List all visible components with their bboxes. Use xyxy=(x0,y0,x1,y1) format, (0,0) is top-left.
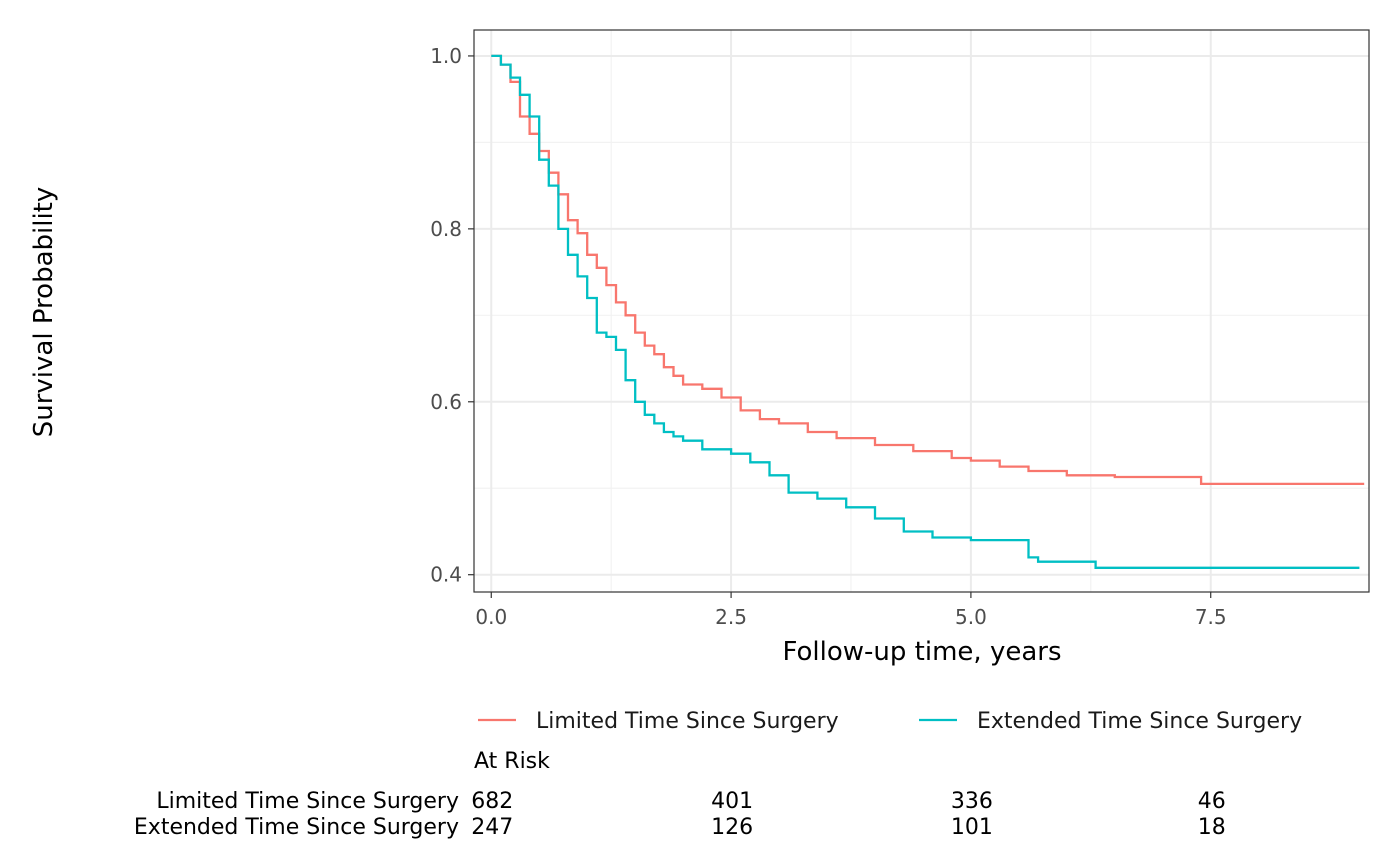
at-risk-count: 101 xyxy=(951,815,993,840)
at-risk-count: 18 xyxy=(1198,815,1226,840)
legend-label-2: Extended Time Since Surgery xyxy=(977,709,1302,734)
axes: 0.4 0.6 0.8 1.0 0.0 2.5 5.0 7.5 xyxy=(430,44,1226,629)
at-risk-count: 126 xyxy=(711,815,753,840)
series-line-2 xyxy=(491,54,1360,569)
x-tick-label: 0.0 xyxy=(475,605,507,629)
legend-label-1: Limited Time Since Surgery xyxy=(536,709,839,734)
at-risk-title: At Risk xyxy=(474,749,550,774)
y-tick-label: 0.8 xyxy=(430,217,462,241)
at-risk-count: 46 xyxy=(1198,789,1226,814)
plot-panel-border xyxy=(473,29,1370,593)
at-risk-count: 401 xyxy=(711,789,753,814)
at-risk-count: 336 xyxy=(951,789,993,814)
at-risk-row-label: Limited Time Since Surgery xyxy=(156,789,459,814)
at-risk-count: 247 xyxy=(471,815,513,840)
series-group xyxy=(491,54,1365,569)
y-axis-title: Survival Probability xyxy=(29,187,59,438)
series-line-1 xyxy=(491,54,1365,486)
at-risk-table: Limited Time Since Surgery 682 401 336 46 Ext… xyxy=(134,789,1226,840)
x-tick-label: 7.5 xyxy=(1195,605,1227,629)
at-risk-count: 682 xyxy=(471,789,513,814)
legend: Limited Time Since Surgery Extended Time … xyxy=(478,709,1302,734)
y-tick-label: 0.6 xyxy=(430,390,462,414)
x-tick-label: 5.0 xyxy=(955,605,987,629)
y-tick-label: 1.0 xyxy=(430,44,462,68)
x-tick-label: 2.5 xyxy=(715,605,747,629)
grid xyxy=(474,30,1369,592)
at-risk-row-label: Extended Time Since Surgery xyxy=(134,815,459,840)
x-axis-title: Follow-up time, years xyxy=(782,637,1061,667)
y-tick-label: 0.4 xyxy=(430,563,462,587)
